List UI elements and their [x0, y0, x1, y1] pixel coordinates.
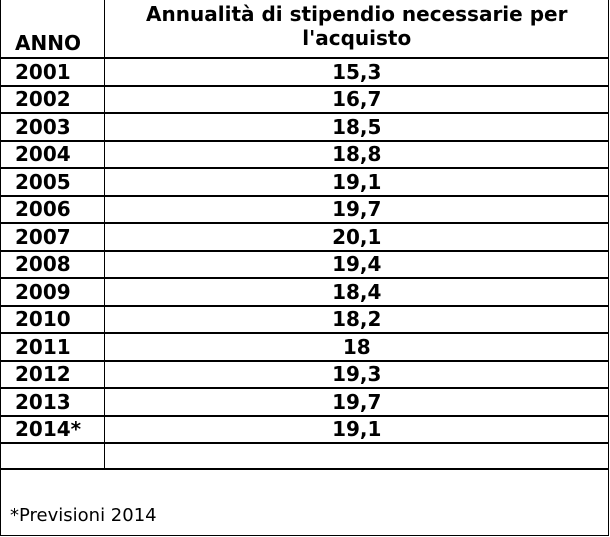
year-cell: 2002 [1, 85, 105, 114]
year-cell: 2005 [1, 168, 105, 197]
year-cell: 2007 [1, 223, 105, 252]
year-cell: 2013 [1, 388, 105, 417]
table-row-empty [1, 443, 609, 470]
year-cell: 2008 [1, 250, 105, 279]
table-row: 2002 16,7 [1, 85, 609, 114]
year-cell: 2006 [1, 195, 105, 224]
table-row: 2014* 19,1 [1, 415, 609, 444]
value-cell: 18,5 [104, 113, 609, 142]
table-row: 2013 19,7 [1, 388, 609, 417]
value-cell: 18,2 [104, 305, 609, 334]
value-cell: 18,4 [104, 278, 609, 307]
year-cell: 2009 [1, 278, 105, 307]
value-cell: 18,8 [104, 140, 609, 169]
empty-cell-year [1, 443, 105, 470]
year-cell: 2010 [1, 305, 105, 334]
year-cell: 2012 [1, 360, 105, 389]
table-row: 2003 18,5 [1, 113, 609, 142]
table-row: 2005 19,1 [1, 168, 609, 197]
year-cell: 2001 [1, 58, 105, 87]
table-row: 2001 15,3 [1, 58, 609, 87]
table-row: 2009 18,4 [1, 278, 609, 307]
table-row: 2006 19,7 [1, 195, 609, 224]
table-row: 2011 18 [1, 333, 609, 362]
value-cell: 19,1 [104, 168, 609, 197]
table-row: 2012 19,3 [1, 360, 609, 389]
year-cell: 2014* [1, 415, 105, 444]
value-cell: 20,1 [104, 223, 609, 252]
footnote: *Previsioni 2014 [10, 505, 157, 526]
value-cell: 19,4 [104, 250, 609, 279]
year-cell: 2004 [1, 140, 105, 169]
header-year: ANNO [1, 0, 105, 59]
table-row: 2010 18,2 [1, 305, 609, 334]
table-row: 2004 18,8 [1, 140, 609, 169]
empty-cell-value [104, 443, 609, 470]
value-cell: 18 [104, 333, 609, 362]
data-table: ANNO Annualità di stipendio necessarie p… [1, 0, 609, 470]
value-cell: 19,1 [104, 415, 609, 444]
year-cell: 2011 [1, 333, 105, 362]
table-row: 2008 19,4 [1, 250, 609, 279]
value-cell: 19,7 [104, 388, 609, 417]
value-cell: 16,7 [104, 85, 609, 114]
value-cell: 15,3 [104, 58, 609, 87]
table-body: 2001 15,3 2002 16,7 2003 18,5 2004 18,8 2005 19,1… [1, 58, 609, 470]
value-cell: 19,7 [104, 195, 609, 224]
table-header-row: ANNO Annualità di stipendio necessarie p… [1, 0, 609, 59]
table-row: 2007 20,1 [1, 223, 609, 252]
header-value: Annualità di stipendio necessarie per l'… [104, 0, 609, 59]
value-cell: 19,3 [104, 360, 609, 389]
year-cell: 2003 [1, 113, 105, 142]
